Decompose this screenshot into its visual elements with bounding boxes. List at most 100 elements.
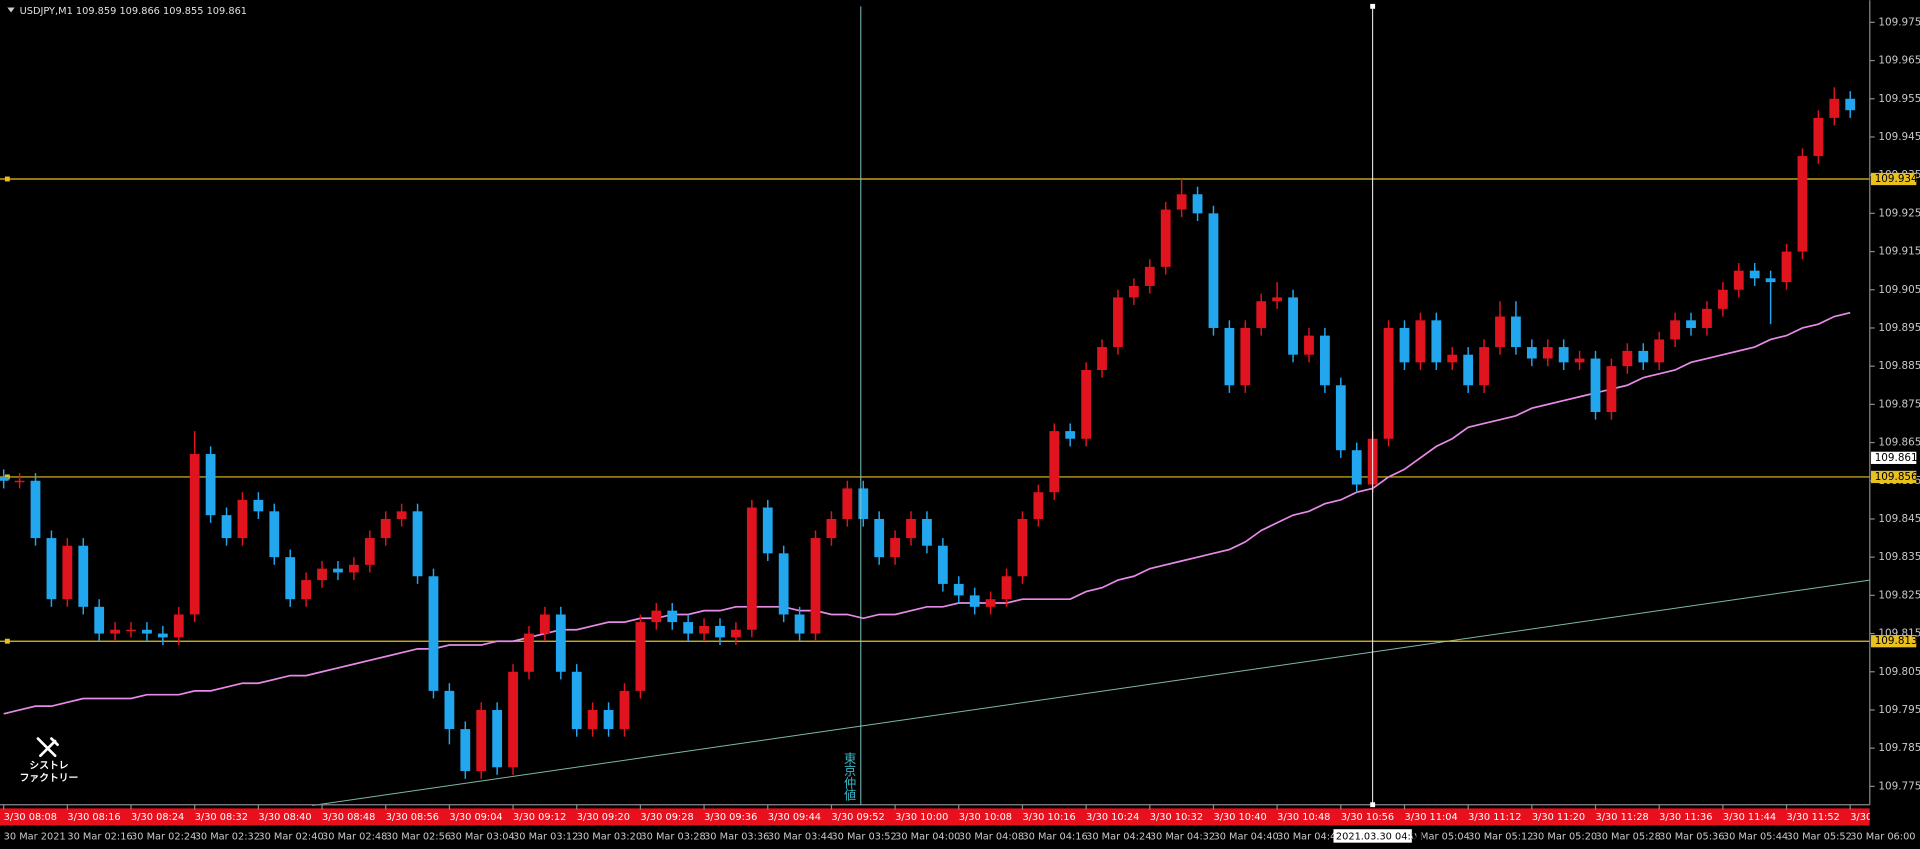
candle-body [1797, 156, 1808, 252]
price-tag-label: 109.934 [1875, 173, 1918, 185]
local-time-label: 3/30 09:52 [831, 812, 884, 823]
candle-body [794, 614, 805, 634]
candle-body [524, 633, 534, 672]
candle-body [778, 553, 789, 615]
candle-body [460, 729, 471, 772]
local-time-label: 3/30 11:28 [1596, 812, 1649, 823]
local-time-label: 3/30 08:40 [258, 812, 311, 823]
candle-body [1526, 347, 1537, 359]
local-time-label: 3/30 08:56 [386, 812, 439, 823]
candle-body [1479, 347, 1489, 386]
trendline [312, 579, 1870, 806]
candle-body [890, 538, 900, 558]
y-tick-label: 109.885 [1878, 360, 1920, 372]
candle-body [333, 568, 343, 573]
candle-body [969, 595, 980, 607]
candle-body [1654, 339, 1665, 363]
candle-body [540, 614, 550, 634]
candle-body [1208, 213, 1219, 328]
candle-body [699, 625, 709, 634]
candle-body [1542, 347, 1553, 359]
x-tick-label: 30 Mar 03:12 [513, 832, 578, 843]
candle-body [635, 622, 646, 691]
x-tick-label: 30 Mar 05:12 [1468, 832, 1533, 843]
x-tick-label: 30 Mar 04:00 [895, 832, 960, 843]
candle-body [1304, 335, 1314, 355]
local-time-label: 3/30 09:28 [640, 812, 693, 823]
candle-body [78, 545, 89, 607]
candle-body [142, 629, 152, 634]
local-time-label: 3/30 12:00 [1850, 812, 1903, 823]
candle-body [301, 580, 312, 600]
candle-body [1192, 194, 1203, 214]
x-tick-label: 30 Mar 02:24 [131, 832, 196, 843]
candle-body [937, 545, 948, 584]
candle-body [1495, 316, 1505, 348]
candle-body [715, 625, 725, 638]
local-time-label: 3/30 08:48 [322, 812, 375, 823]
local-time-label: 3/30 09:20 [577, 812, 630, 823]
x-tick-label: 30 Mar 05:44 [1723, 832, 1788, 843]
candle-body [30, 480, 41, 539]
candle-body [1224, 327, 1235, 386]
local-time-label: 3/30 11:20 [1532, 812, 1585, 823]
x-tick-label: 30 Mar 02:48 [322, 832, 387, 843]
x-tick-label: 30 Mar 04:08 [959, 832, 1024, 843]
candle-body [1733, 270, 1744, 290]
candle-body [62, 545, 73, 600]
candle-body [1351, 450, 1362, 485]
candle-body [1240, 327, 1251, 386]
candle-body [1590, 358, 1601, 413]
candle-body [1017, 518, 1028, 577]
current-price-tag [1871, 451, 1917, 464]
candle-body [922, 518, 932, 546]
candle-body [237, 499, 248, 539]
y-tick-label: 109.905 [1878, 284, 1920, 296]
local-time-label: 3/30 11:12 [1468, 812, 1521, 823]
candle-body [826, 518, 837, 539]
candle-body [1144, 266, 1155, 286]
local-time-label: 3/30 08:24 [131, 812, 184, 823]
current-price-label: 109.861 [1875, 452, 1918, 464]
candle-body [444, 690, 455, 730]
candle-body [1606, 366, 1617, 413]
candle-body [157, 633, 168, 638]
candle-body [189, 454, 200, 615]
logo-icon [36, 737, 59, 758]
line-handle [4, 176, 10, 182]
y-tick-label: 109.815 [1878, 628, 1920, 640]
local-time-label: 3/30 10:56 [1341, 812, 1394, 823]
candle-body [221, 515, 232, 539]
candle-body [1176, 194, 1187, 210]
candle-body [396, 511, 407, 519]
candle-body [14, 480, 25, 483]
x-tick-label: 30 Mar 06:00 [1850, 832, 1915, 843]
x-tick-label: 30 Mar 03:28 [640, 832, 705, 843]
candle-body [619, 690, 630, 730]
y-tick-label: 109.785 [1878, 742, 1920, 754]
local-time-label: 3/30 10:16 [1022, 812, 1075, 823]
candle-body [0, 476, 9, 481]
local-time-label: 3/30 08:32 [195, 812, 248, 823]
candle-body [1033, 492, 1044, 519]
candle-body [1829, 98, 1840, 118]
candle-body [1160, 209, 1171, 267]
candle-body [380, 518, 391, 539]
candle-body [1001, 576, 1012, 600]
price-tag-label: 109.856 [1875, 471, 1918, 483]
y-tick-label: 109.915 [1878, 246, 1920, 258]
x-tick-label: 30 Mar 05:36 [1659, 832, 1724, 843]
candle-body [1670, 320, 1680, 340]
logo-text: ファクトリー [20, 772, 79, 784]
candle-body [1749, 270, 1760, 279]
y-tick-label: 109.775 [1878, 780, 1920, 792]
candle-body [173, 614, 184, 638]
candle-body [1335, 385, 1346, 451]
logo-text: シストレ [29, 760, 68, 772]
candle-body [651, 610, 662, 623]
candle-body [1113, 297, 1123, 348]
y-tick-label: 109.845 [1878, 513, 1920, 525]
